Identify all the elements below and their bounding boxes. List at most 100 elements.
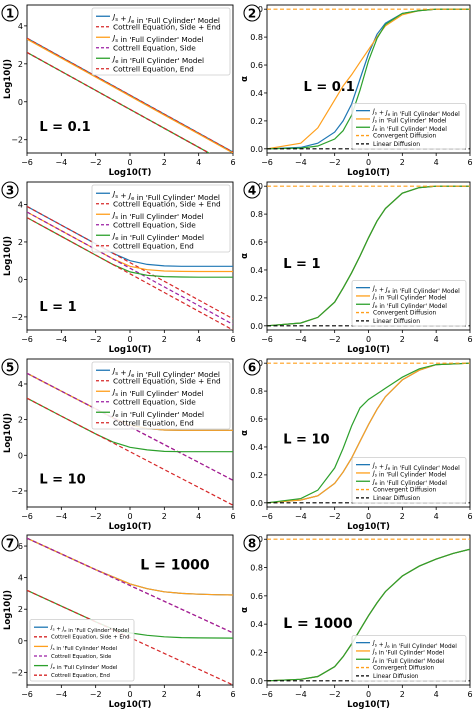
legend-label: Js + Je in 'Full Cylinder' Model: [50, 625, 129, 634]
l-annotation: L = 1000: [283, 616, 353, 632]
chart-panel-5: −6 −4 −2 0 2 4 6 −2 0 2 4 Log10(T) Log10(J) 5 L = 10 Js…: [1, 358, 236, 532]
chart-panel-7: −6 −4 −2 0 2 4 6 −2 0 2 4 6 Log10(T) Log10(J) 7 L = 100…: [1, 534, 236, 710]
l-annotation: L = 10: [283, 432, 329, 447]
y-tick-label: 0.8: [250, 210, 263, 219]
legend-label: Js + Je in 'Full Cylinder' Model: [372, 462, 460, 472]
x-tick-label: 6: [467, 690, 472, 699]
y-axis-label: α: [240, 253, 250, 259]
y-tick-label: 0.4: [250, 89, 263, 98]
y-tick-label: 0.0: [250, 322, 263, 331]
legend-label: Je in 'Full Cylinder' Model: [111, 54, 204, 65]
legend-label: Je in 'Full Cylinder' Model: [372, 301, 447, 310]
y-tick-label: −2: [11, 487, 23, 496]
l-annotation: L = 10: [39, 472, 85, 487]
legend-label: Cottrell Equation, Side + End: [113, 22, 221, 31]
x-tick-label: −4: [55, 335, 67, 344]
series-line-5: [27, 217, 233, 330]
y-tick-label: 0.2: [250, 294, 263, 303]
panel-number: 5: [6, 361, 14, 375]
x-tick-label: −4: [295, 690, 307, 699]
series-line-2: [267, 548, 470, 682]
x-tick-label: 0: [366, 512, 371, 521]
series-line-1: [27, 37, 233, 153]
y-tick-label: 4: [18, 200, 23, 209]
y-axis-label: Log10(J): [3, 413, 13, 453]
legend-box: [351, 635, 467, 682]
x-tick-label: 2: [162, 512, 167, 521]
legend-label: Js in 'Full Cylinder' Model: [111, 33, 204, 44]
l-annotation: L = 1: [39, 300, 76, 315]
chart-panel-1: −6 −4 −2 0 2 4 6 −2 0 2 4 Log10(T) Log10(J) 1 L = 0.1 J…: [1, 4, 236, 178]
y-tick-label: 0.0: [250, 677, 263, 686]
legend-box: [351, 103, 467, 150]
legend-box: [91, 184, 231, 253]
x-tick-label: −4: [55, 158, 67, 167]
legend-label: Js + Je in 'Full Cylinder' Model: [372, 108, 460, 118]
panel-number-badge: [1, 4, 19, 22]
legend-label: Cottrell Equation, End: [113, 418, 194, 427]
x-tick-label: 0: [366, 335, 371, 344]
y-tick-label: −2: [11, 313, 23, 322]
panel-number-badge: [1, 181, 19, 199]
x-axis-label: Log10(T): [109, 522, 152, 532]
series-line-2: [267, 362, 470, 504]
legend-label: Js in 'Full Cylinder' Model: [111, 210, 204, 221]
series-line-1: [267, 362, 470, 504]
x-tick-label: 6: [230, 690, 235, 699]
x-tick-label: −6: [261, 335, 273, 344]
series-line-2: [267, 8, 470, 150]
chart-panel-8: −6−4−202460.00.20.40.60.81.0Log10(T)α8L …: [240, 534, 473, 710]
x-tick-label: 6: [467, 512, 472, 521]
y-tick-label: 0: [18, 451, 23, 460]
legend-label: Cottrell Equation, Side + End: [113, 376, 221, 385]
x-tick-label: −6: [21, 158, 33, 167]
panel-number: 8: [248, 537, 256, 551]
y-axis-label: α: [240, 430, 250, 436]
chart-panel-4: −6−4−202460.00.20.40.60.81.0Log10(T)α4L …: [240, 181, 473, 355]
y-tick-label: 4: [18, 574, 23, 583]
x-tick-label: 0: [127, 158, 132, 167]
x-tick-label: 6: [230, 335, 235, 344]
legend-label: Js + Je in 'Full Cylinder' Model: [111, 12, 220, 25]
x-axis-label: Log10(T): [347, 522, 390, 532]
x-tick-label: −4: [55, 512, 67, 521]
legend-label: Linear Diffusion: [373, 141, 420, 148]
legend-label: Js in 'Full Cylinder' Model: [50, 644, 117, 652]
y-tick-label: 0.4: [250, 443, 263, 452]
x-tick-label: 4: [434, 690, 439, 699]
x-tick-label: 4: [196, 690, 201, 699]
panel-number: 6: [248, 361, 256, 375]
x-tick-label: 0: [366, 690, 371, 699]
x-axis-label: Log10(T): [109, 168, 152, 178]
legend-label: Convergent Diffusion: [373, 487, 437, 494]
x-tick-label: −6: [21, 512, 33, 521]
x-axis-label: Log10(T): [109, 345, 152, 355]
y-tick-label: −2: [11, 136, 23, 145]
legend: Js + Je in 'Full Cylinder' ModelCottrell…: [91, 184, 231, 253]
chart-panel-2: −6−4−202460.00.20.40.60.81.0Log10(T)α2L …: [240, 4, 473, 178]
legend-label: Je in 'Full Cylinder' Model: [372, 124, 447, 133]
legend-label: Js in 'Full Cylinder' Model: [372, 649, 444, 657]
series-line-3: [27, 537, 233, 634]
y-axis-label: α: [240, 76, 250, 82]
legend-label: Js + Je in 'Full Cylinder' Model: [372, 641, 457, 650]
x-tick-label: 4: [196, 335, 201, 344]
x-tick-label: 4: [434, 158, 439, 167]
legend-label: Convergent Diffusion: [373, 133, 437, 140]
x-tick-label: −2: [90, 335, 102, 344]
legend-label: Js in 'Full Cylinder' Model: [372, 116, 447, 125]
x-tick-label: 0: [366, 158, 371, 167]
chart-panel-6: −6−4−202460.00.20.40.60.81.0Log10(T)α6L …: [240, 358, 473, 532]
x-axis-label: Log10(T): [347, 168, 390, 178]
x-tick-label: 6: [230, 158, 235, 167]
x-tick-label: −6: [21, 690, 33, 699]
panel-number-badge: [243, 181, 261, 199]
panel-number: 3: [6, 184, 14, 198]
x-tick-label: 2: [162, 158, 167, 167]
legend-box: [91, 361, 231, 430]
y-tick-label: 2: [18, 416, 23, 425]
